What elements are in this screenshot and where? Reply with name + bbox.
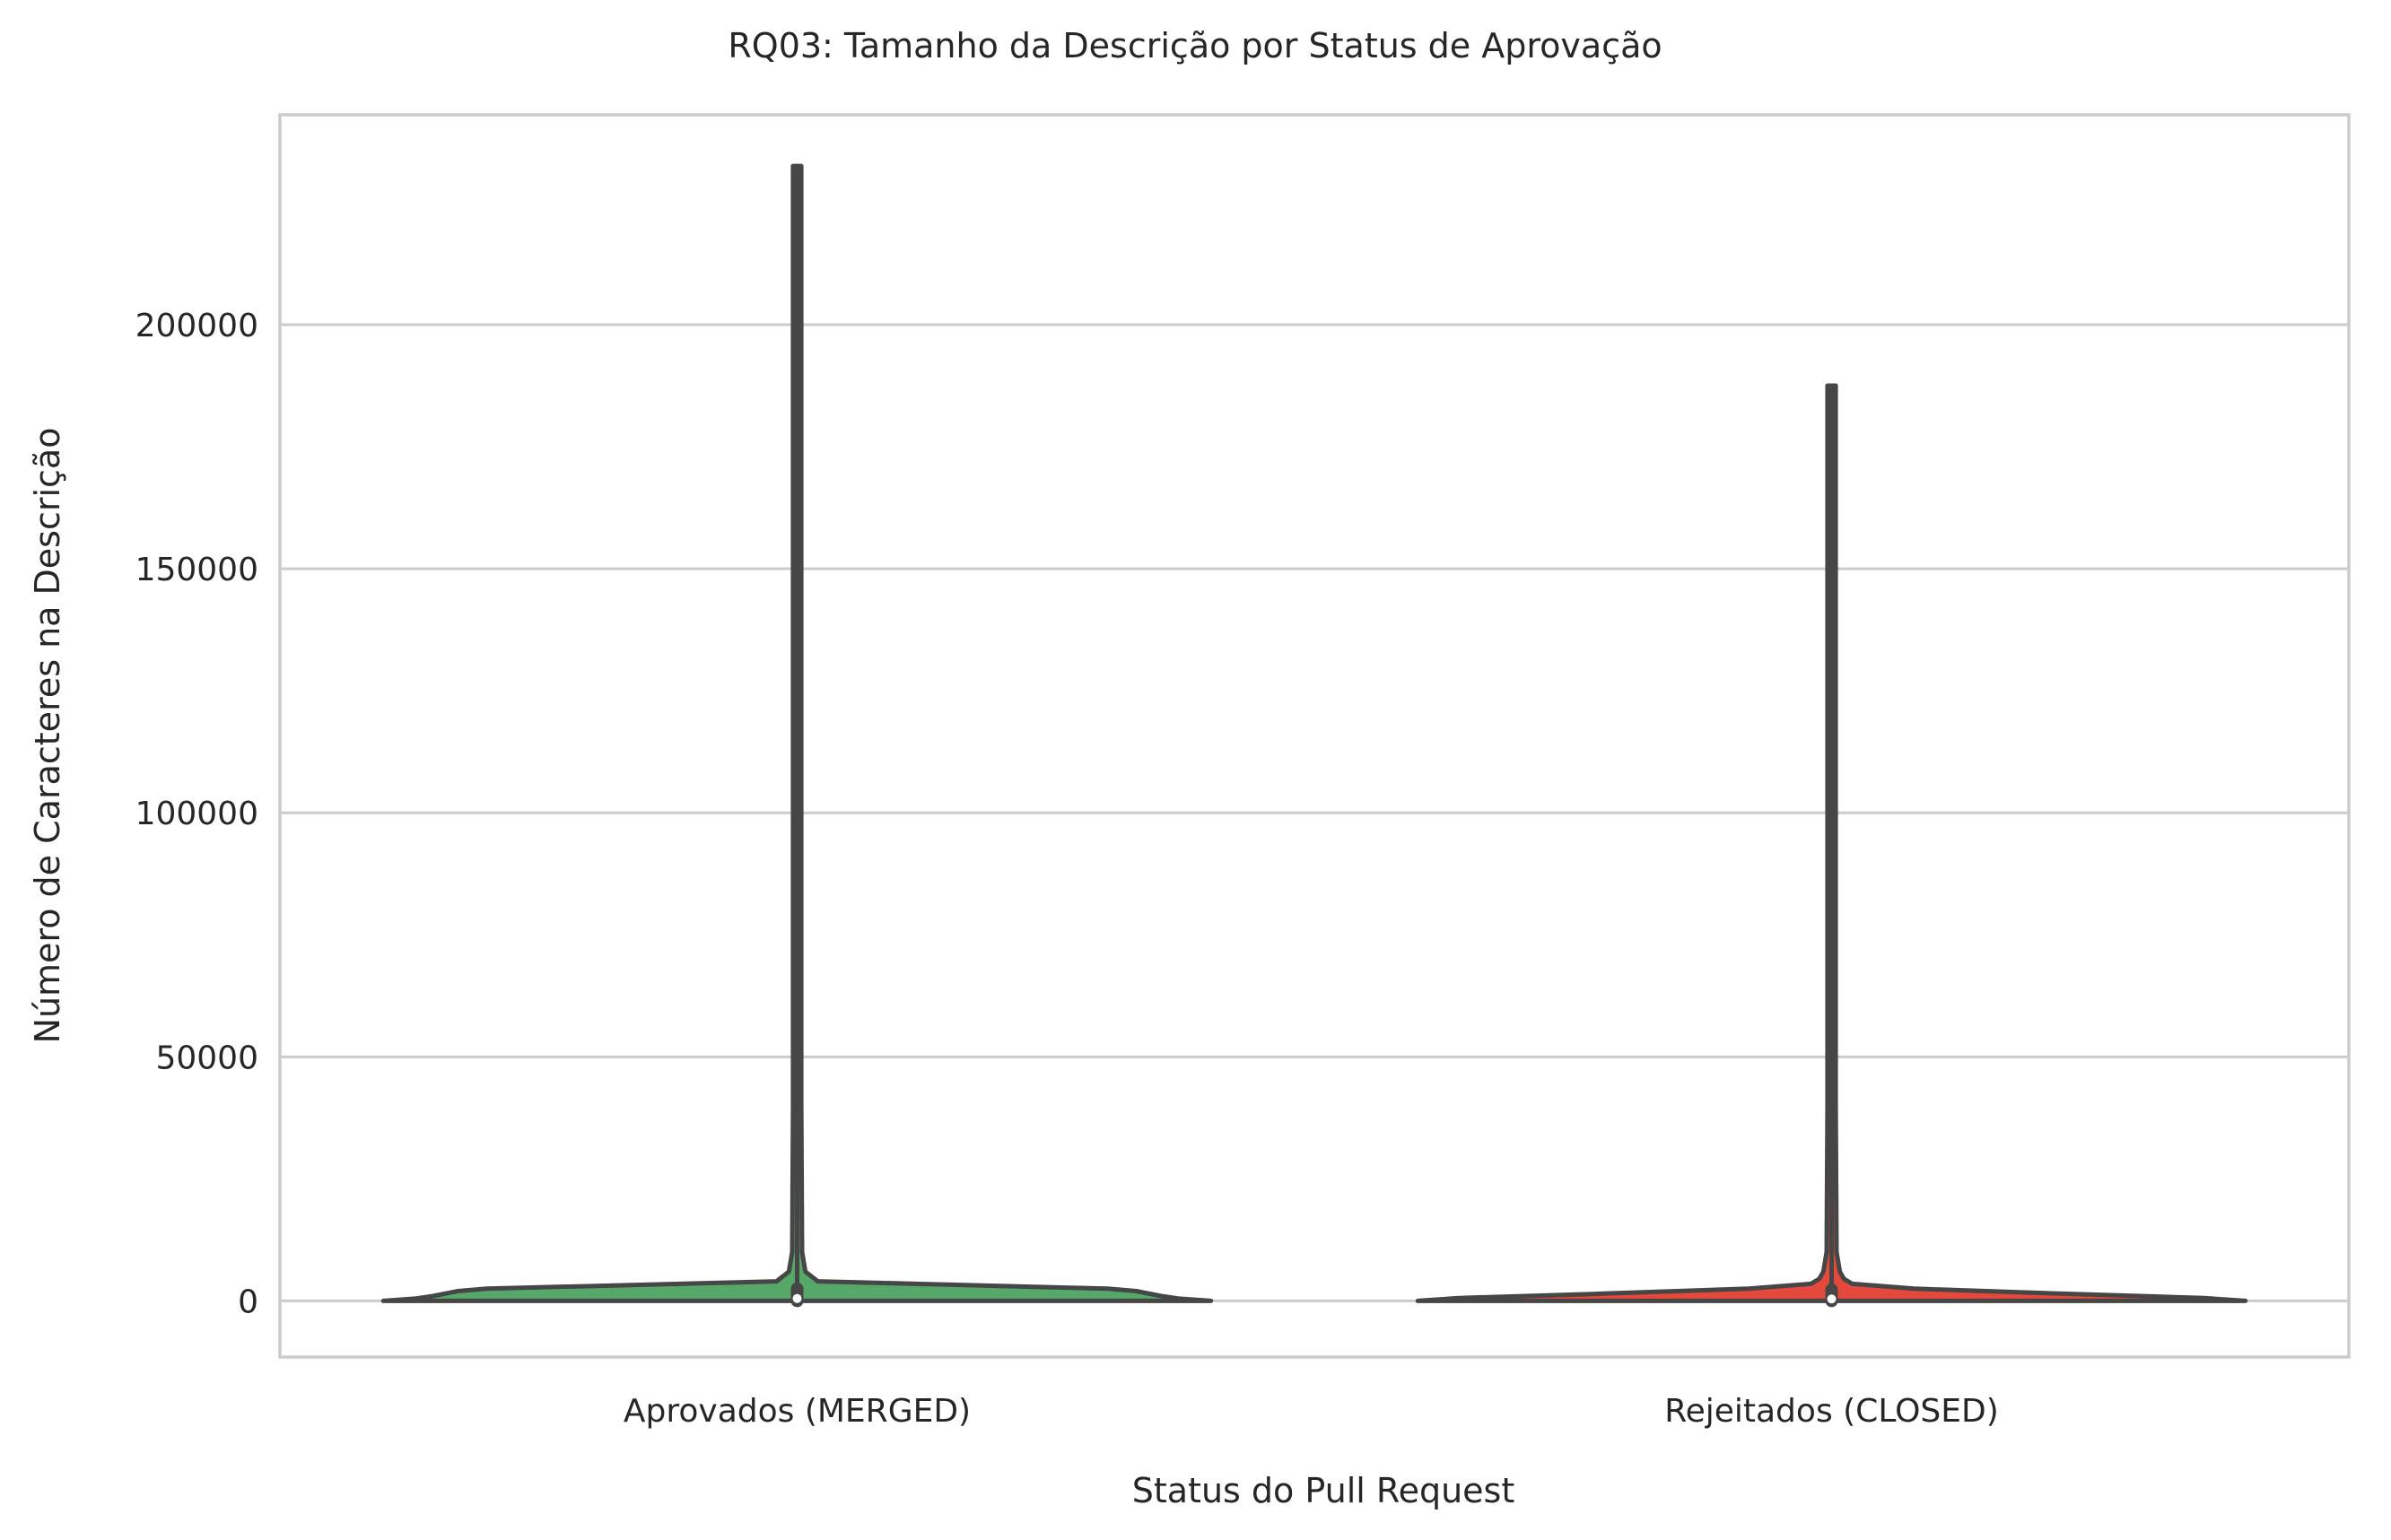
- violin-median-marker: [792, 1293, 802, 1303]
- y-tick-label: 200000: [135, 308, 258, 344]
- x-axis-label: Status do Pull Request: [1132, 1471, 1515, 1510]
- y-tick-label: 150000: [135, 552, 258, 588]
- x-tick-label: Aprovados (MERGED): [624, 1393, 971, 1430]
- y-tick-labels: 0 50000 100000 150000 200000: [135, 308, 258, 1320]
- plot-frame: [278, 113, 2351, 1359]
- x-tick-label: Rejeitados (CLOSED): [1664, 1393, 1999, 1430]
- violins: [380, 163, 2248, 1308]
- x-tick-labels: Aprovados (MERGED) Rejeitados (CLOSED): [624, 1393, 1999, 1430]
- y-tick-label: 50000: [155, 1040, 258, 1076]
- grid-lines: [280, 323, 2349, 1302]
- y-axis-label: Número de Caracteres na Descrição: [28, 428, 67, 1044]
- y-tick-label: 0: [238, 1283, 258, 1320]
- y-tick-label: 100000: [135, 796, 258, 832]
- chart-title: RQ03: Tamanho da Descrição por Status de…: [728, 26, 1662, 65]
- violin-median-marker: [1827, 1294, 1837, 1304]
